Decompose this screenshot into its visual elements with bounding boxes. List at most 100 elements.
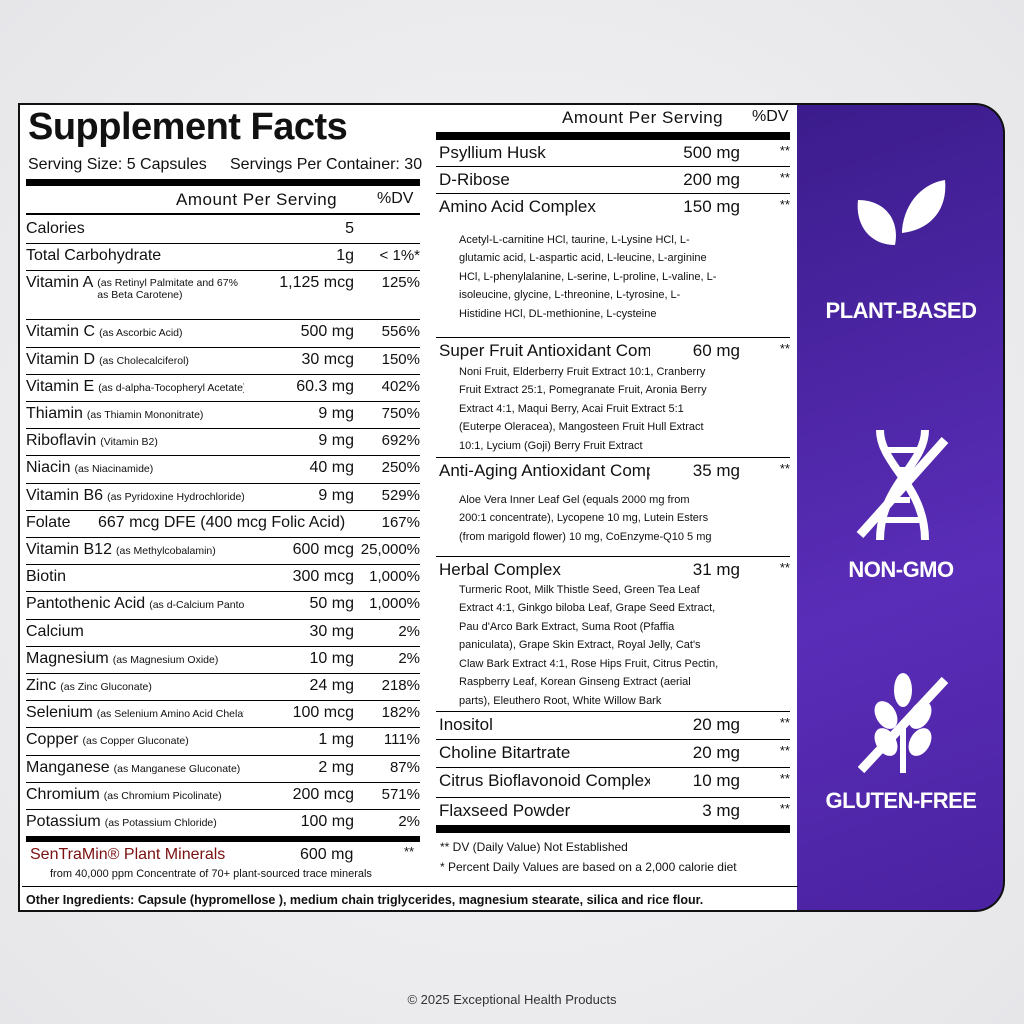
nutrient-note: (as Copper Gluconate) (82, 735, 189, 748)
nutrient-name: Copper (26, 731, 79, 749)
label (18, 103, 798, 912)
nutrient-row: Vitamin D (as Cholecalciferol) 30 mcg 150% (26, 348, 420, 375)
nutrient: Vitamin B6 (as Pyridoxine Hydrochloride) (26, 487, 244, 505)
amount: 2 mg (318, 758, 354, 776)
amount: 60.3 mg (296, 377, 354, 395)
nutrient-name: Vitamin C (26, 323, 96, 341)
nutrient-name: Total Carbohydrate (26, 247, 162, 265)
leaf-icon (857, 180, 946, 275)
nutrient: Selenium (as Selenium Amino Acid Chelate) (26, 704, 244, 722)
daily-value: ** (779, 560, 790, 575)
nutrient-name: Magnesium (26, 649, 109, 667)
nutrient-name: Potassium (26, 813, 101, 830)
nutrient-name: Biotin (26, 568, 67, 586)
amount: 200 mcg (292, 785, 354, 803)
nutrient-row: Chromium (as Chromium Picolinate) 200 mcg 5… (26, 783, 420, 810)
amount: 600 mcg (292, 541, 354, 558)
amount: 24 mg (309, 677, 354, 694)
amount: 1g (336, 247, 354, 265)
nutrient-row: Folate 667 mcg DFE (400 mcg Folic Acid) 16… (26, 511, 420, 538)
ingredient-row: Amino Acid Complex 150 mg ** Acetyl-L-carni… (436, 194, 790, 338)
nutrient-row: Calcium 30 mg 2% (26, 620, 420, 647)
nutrient-row: Total Carbohydrate 1g < 1%* (26, 244, 420, 272)
nutrient-note: (as Thiamin Mononitrate) (86, 409, 204, 421)
nutrient-row: Manganese (as Manganese Gluconate) 2 mg 87% (26, 756, 420, 783)
ingredient-detail: Noni Fruit, Elderberry Fruit Extract 10:… (459, 365, 707, 452)
amount: 150 mg (683, 197, 740, 216)
amount: 60 mg (692, 341, 740, 360)
amount: 35 mg (692, 461, 740, 480)
nutrient-row: Selenium (as Selenium Amino Acid Chelate)… (26, 701, 420, 729)
amount: 100 mcg (292, 704, 354, 722)
right-amount-header: Amount Per Serving (562, 108, 724, 127)
serving-size: Serving Size: 5 Capsules (28, 156, 207, 173)
daily-value: 529% (381, 486, 420, 504)
left-amount-header: Amount Per Serving (176, 190, 338, 209)
nutrient: Chromium (as Chromium Picolinate) (26, 786, 244, 804)
rule (22, 886, 798, 887)
badge-label: NON-GMO (848, 557, 954, 582)
nutrient: Thiamin (as Thiamin Mononitrate) (26, 405, 244, 423)
badge-label: GLUTEN-FREE (825, 788, 977, 813)
daily-value: ** (779, 143, 790, 158)
daily-value: 111% (383, 731, 420, 749)
daily-value: 2% (398, 649, 420, 667)
amount: 300 mcg (292, 568, 354, 586)
ingredient-row: D-Ribose 200 mg ** (436, 167, 790, 194)
nutrient: Magnesium (as Magnesium Oxide) (26, 650, 244, 668)
ingredient-name: Inositol (439, 715, 493, 734)
nutrient: Total Carbohydrate (26, 247, 244, 265)
nutrient-note: (as Selenium Amino Acid Chelate) (96, 708, 244, 721)
nutrient: Vitamin B12 (as Methylcobalamin) (26, 541, 244, 559)
amount: 3 mg (702, 801, 740, 820)
daily-value: < 1%* (379, 247, 420, 265)
footer: © 2025 Exceptional Health Products (407, 992, 617, 1007)
amount: 500 mg (300, 323, 354, 341)
left-dv-header: %DV (377, 190, 414, 207)
ingredient-row: Super Fruit Antioxidant Complex 60 mg ** No… (436, 338, 790, 458)
nutrient-name: Vitamin E (26, 377, 95, 395)
daily-value: 402% (381, 377, 420, 395)
ingredient-row: Psyllium Husk 500 mg ** (436, 140, 790, 167)
ingredient-row: Flaxseed Powder 3 mg ** (436, 798, 790, 826)
ingredient-name: Herbal Complex (439, 560, 561, 579)
nutrient-row: Biotin 300 mcg 1,000% (26, 565, 420, 593)
daily-value: 250% (381, 459, 420, 477)
nutrient-row: Thiamin (as Thiamin Mononitrate) 9 mg 750% (26, 402, 420, 430)
nutrient: Folate (26, 514, 98, 532)
nutrient-row: Vitamin B12 (as Methylcobalamin) 600 mcg 25… (26, 538, 420, 566)
nutrient-note: (Vitamin B2) (100, 436, 158, 449)
wheat-icon (858, 673, 948, 774)
ingredient-name: Flaxseed Powder (439, 801, 571, 820)
nutrient-name: Selenium (26, 704, 93, 722)
featured-amount: 600 mg (300, 846, 354, 863)
amount: 200 mg (683, 170, 740, 189)
nutrient-name: Vitamin A (26, 274, 94, 292)
nutrient-row: Zinc (as Zinc Gluconate) 24 mg 218% (26, 674, 420, 702)
daily-value: ** (779, 801, 790, 816)
nutrient-row: Pantothenic Acid(as d-Calcium Pantothena… (26, 592, 420, 620)
nutrient: Biotin (26, 568, 244, 586)
daily-value: ** (779, 170, 790, 185)
nutrient-row: Vitamin E (as d-alpha-Tocopheryl Acetate)… (26, 375, 420, 402)
nutrient-note: (as Manganese Gluconate) (113, 762, 241, 775)
amount: 50 mg (309, 595, 354, 613)
amount: 20 mg (692, 743, 740, 762)
ingredient-row: Choline Bitartrate 20 mg ** (436, 740, 790, 768)
amount: 5 (345, 220, 354, 237)
daily-value: ** (779, 743, 790, 758)
nutrient-note: (as Cholecalciferol) (99, 354, 189, 367)
nutrient: Zinc (as Zinc Gluconate) (26, 677, 244, 695)
nutrient-note: (as Magnesium Oxide) (112, 653, 219, 666)
daily-value: ** (779, 197, 790, 212)
nutrient-row: Vitamin B6 (as Pyridoxine Hydrochloride) 9… (26, 484, 420, 511)
amount: 40 mg (309, 459, 354, 477)
amount: 100 mg (300, 813, 354, 830)
daily-value: 692% (381, 432, 420, 450)
right-dv-header: %DV (752, 108, 789, 125)
nutrient-note: (as Potassium Chloride) (104, 817, 217, 829)
nutrient: Potassium (as Potassium Chloride) (26, 813, 244, 831)
amount: 500 mg (683, 143, 740, 162)
amount: 30 mcg (301, 350, 354, 368)
nutrient: Pantothenic Acid(as d-Calcium Pantothena… (26, 595, 244, 613)
